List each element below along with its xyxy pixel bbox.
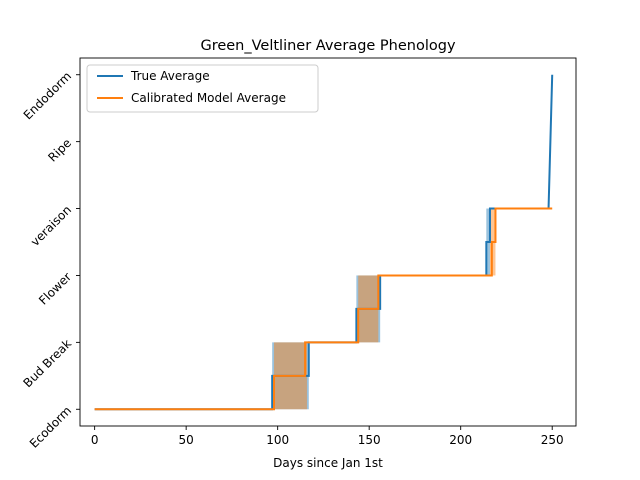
y-tick-label: Flower: [36, 270, 74, 308]
x-tick-label: 150: [358, 433, 381, 447]
series-line-1: [94, 207, 553, 411]
plot-area: 0 50 100 150 200 250 Ecodorm Bud Break Flower ver…: [20, 57, 577, 451]
x-tick-label: 250: [541, 433, 564, 447]
x-tick-label: 100: [266, 433, 289, 447]
x-tick-label: 0: [91, 433, 99, 447]
y-tick-label: Ripe: [45, 136, 74, 165]
x-tick-label: 200: [449, 433, 472, 447]
axes-frame: [79, 57, 577, 427]
x-tick-label: 50: [179, 433, 194, 447]
legend-box: [86, 64, 319, 113]
legend-label: True Average: [130, 69, 210, 83]
legend: True Average Calibrated Model Average: [86, 64, 319, 113]
y-tick-label: Bud Break: [20, 337, 74, 391]
y-tick-label: Ecodorm: [27, 403, 74, 450]
y-tick-label: veraison: [28, 203, 74, 249]
legend-label: Calibrated Model Average: [131, 91, 286, 105]
series-line-0: [94, 74, 554, 411]
chart-title: Green_Veltliner Average Phenology: [200, 38, 456, 54]
y-tick-label: Endodorm: [21, 69, 74, 122]
x-axis-label: Days since Jan 1st: [273, 456, 383, 470]
